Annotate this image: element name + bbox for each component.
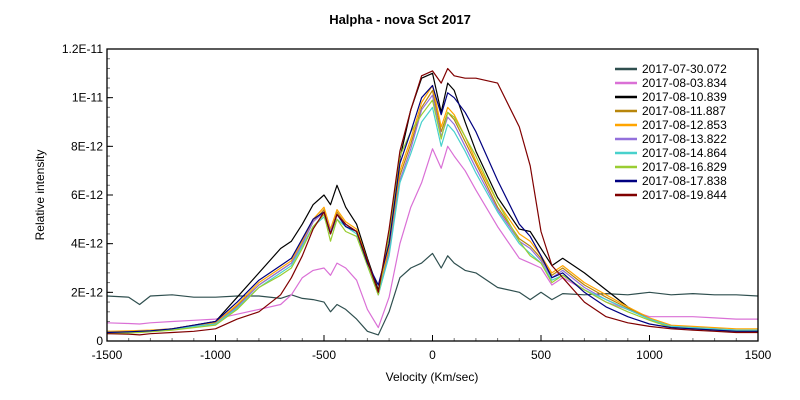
x-tick-label: -500 — [312, 348, 336, 362]
legend-label: 2017-08-03.834 — [642, 76, 727, 90]
legend-label: 2017-07-30.072 — [642, 62, 727, 76]
x-tick-label: 1000 — [636, 348, 663, 362]
series-line-2017-08-19.844 — [106, 67, 758, 336]
legend-label: 2017-08-16.829 — [642, 160, 727, 174]
legend-label: 2017-08-12.853 — [642, 118, 727, 132]
legend-label: 2017-08-13.822 — [642, 132, 727, 146]
legend-item: 2017-08-10.839 — [615, 90, 727, 104]
plot-frame — [106, 48, 759, 342]
y-axis-label: Relative intensity — [33, 150, 47, 241]
y-tick-label: 1.2E-11 — [62, 42, 103, 56]
legend-label: 2017-08-19.844 — [642, 188, 727, 202]
series-line-2017-08-12.853 — [106, 84, 758, 332]
y-tick-label: 6E-12 — [71, 188, 103, 202]
series-line-2017-08-13.822 — [106, 94, 758, 334]
legend-label: 2017-08-10.839 — [642, 90, 727, 104]
x-tick-label: 1500 — [745, 348, 772, 362]
legend: 2017-07-30.0722017-08-03.8342017-08-10.8… — [615, 62, 727, 202]
legend-item: 2017-08-17.838 — [615, 174, 727, 188]
y-tick-label: 1E-11 — [72, 91, 103, 105]
x-tick-label: 0 — [429, 348, 436, 362]
series-line-2017-08-17.838 — [106, 84, 758, 334]
legend-item: 2017-08-16.829 — [615, 160, 727, 174]
legend-item: 2017-08-12.853 — [615, 118, 727, 132]
chart-title: Halpha - nova Sct 2017 — [329, 12, 471, 27]
series-line-2017-07-30.072 — [106, 252, 759, 336]
x-tick-label: 500 — [531, 348, 551, 362]
legend-label: 2017-08-11.887 — [642, 104, 726, 118]
x-axis-label: Velocity (Km/sec) — [386, 370, 479, 384]
legend-item: 2017-07-30.072 — [615, 62, 727, 76]
legend-item: 2017-08-14.864 — [615, 146, 727, 160]
x-tick-label: -1000 — [200, 348, 231, 362]
legend-label: 2017-08-14.864 — [642, 146, 727, 160]
legend-item: 2017-08-11.887 — [615, 104, 726, 118]
x-tick-label: -1500 — [92, 348, 123, 362]
y-tick-label: 2E-12 — [71, 285, 103, 299]
legend-item: 2017-08-13.822 — [615, 132, 727, 146]
y-tick-label: 0 — [96, 334, 103, 348]
y-tick-label: 8E-12 — [71, 139, 103, 153]
y-tick-label: 4E-12 — [71, 237, 103, 251]
legend-item: 2017-08-19.844 — [615, 188, 727, 202]
legend-label: 2017-08-17.838 — [642, 174, 727, 188]
legend-item: 2017-08-03.834 — [615, 76, 727, 90]
series-line-2017-08-14.864 — [106, 106, 758, 334]
